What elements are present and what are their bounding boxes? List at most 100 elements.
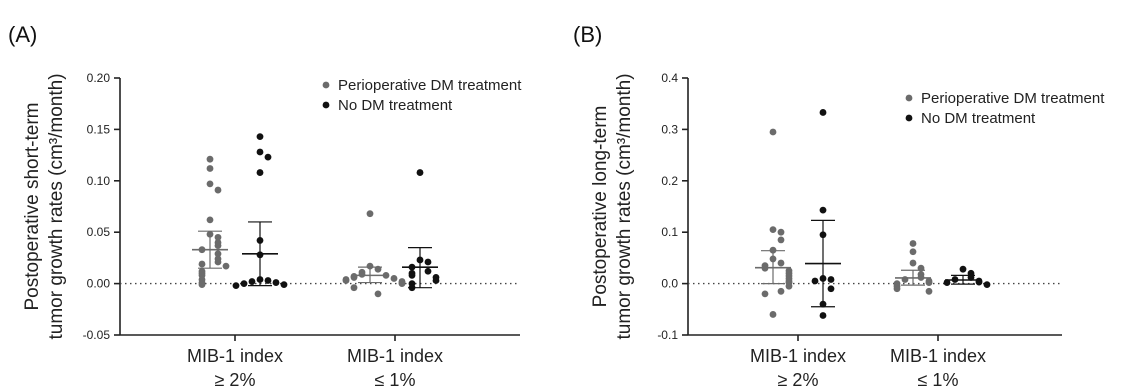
data-point [943, 279, 951, 286]
x-tick-label: ≤ 1% [375, 370, 416, 389]
y-tick-label: -0.05 [83, 328, 111, 342]
y-tick-label: 0.1 [661, 225, 678, 239]
data-point [198, 281, 206, 289]
data-point [925, 287, 933, 295]
y-axis-label-line: tumor growth rates (cm³/month) [46, 73, 67, 339]
data-point [909, 248, 917, 256]
y-tick-label: 0.4 [661, 71, 678, 85]
legend-marker [322, 81, 330, 89]
data-point [198, 260, 206, 268]
x-tick-label: ≤ 1% [918, 370, 959, 389]
legend-label: Perioperative DM treatment [921, 90, 1105, 107]
legend: Perioperative DM treatment No DM treatmen… [905, 90, 1105, 127]
data-point [350, 284, 358, 292]
data-point [342, 277, 350, 284]
x-tick-label: MIB-1 index [750, 346, 846, 366]
data-point [777, 259, 785, 267]
data-point [909, 259, 917, 267]
data-point [206, 180, 214, 188]
data-point [214, 242, 222, 249]
data-point [432, 277, 440, 284]
data-point [280, 281, 288, 289]
data-point [983, 281, 991, 289]
x-tick-label: ≥ 2% [215, 370, 256, 389]
legend-marker [905, 94, 913, 102]
data-point [248, 278, 256, 285]
chart-panel-a: (A) -0.05 0.00 0.05 0.10 0.15 0.20 Postoperativ… [8, 22, 522, 389]
y-axis-label-line: Postoperative short-term [22, 102, 43, 310]
data-point [819, 109, 827, 116]
data-point [206, 216, 214, 224]
data-point [761, 290, 769, 298]
data-point [769, 226, 777, 234]
data-point [777, 287, 785, 295]
y-tick-label: 0.3 [661, 122, 678, 136]
data-point [390, 275, 398, 282]
y-tick-label: -0.1 [657, 328, 678, 342]
legend-label: No DM treatment [921, 110, 1036, 127]
data-point [206, 165, 214, 172]
y-axis-label-line: tumor growth rates (cm³/month) [614, 73, 635, 339]
data-point [777, 228, 785, 236]
data-point [256, 148, 264, 156]
data-point [366, 262, 374, 270]
data-point [909, 240, 917, 247]
data-point [769, 311, 777, 318]
data-point [256, 169, 264, 176]
data-point [408, 271, 416, 279]
data-point [206, 155, 214, 163]
y-tick-label: 0.0 [661, 277, 678, 291]
data-point [416, 169, 424, 176]
data-point [214, 186, 222, 194]
data-point [424, 258, 432, 266]
y-axis-label: Postoperative short-term tumor growth rat… [22, 73, 67, 339]
y-tick-label: 0.10 [87, 174, 111, 188]
data-point [959, 265, 967, 273]
data-point [256, 133, 264, 140]
data-point [366, 210, 374, 218]
data-point [769, 128, 777, 136]
data-point [222, 262, 230, 270]
x-tick-label: MIB-1 index [347, 346, 443, 366]
y-tick-label: 0.20 [87, 71, 111, 85]
data-point [893, 285, 901, 293]
data-point [398, 280, 406, 287]
data-point [240, 280, 248, 287]
legend-marker [322, 101, 330, 109]
data-point [925, 279, 933, 286]
data-point [214, 250, 222, 258]
data-point [272, 279, 280, 286]
chart-panel-b: (B) -0.1 0.0 0.1 0.2 0.3 0.4 Postoperative long… [573, 22, 1105, 389]
data-point [374, 290, 382, 298]
data-point [811, 277, 819, 285]
data-point [264, 277, 272, 284]
data-point [819, 206, 827, 214]
data-point [264, 153, 272, 161]
x-tick-label: MIB-1 index [187, 346, 283, 366]
data-point [214, 258, 222, 266]
y-axis-label: Postoperative long-term tumor growth rate… [590, 73, 635, 339]
legend-label: No DM treatment [338, 97, 453, 114]
y-tick-label: 0.05 [87, 225, 111, 239]
y-tick-label: 0.00 [87, 277, 111, 291]
legend: Perioperative DM treatment No DM treatmen… [322, 77, 522, 114]
y-tick-label: 0.15 [87, 122, 111, 136]
data-point [827, 276, 835, 283]
data-point [777, 236, 785, 244]
panel-label: (B) [573, 22, 602, 47]
data-point [214, 233, 222, 241]
data-point [819, 312, 827, 319]
data-point [785, 282, 793, 290]
legend-label: Perioperative DM treatment [338, 77, 522, 94]
legend-marker [905, 114, 913, 122]
panel-label: (A) [8, 22, 37, 47]
y-axis-label-line: Postoperative long-term [590, 106, 611, 308]
data-point [232, 282, 240, 290]
data-point [827, 285, 835, 293]
x-tick-label: ≥ 2% [778, 370, 819, 389]
x-tick-label: MIB-1 index [890, 346, 986, 366]
data-point [901, 276, 909, 283]
y-tick-label: 0.2 [661, 174, 678, 188]
data-point [358, 270, 366, 278]
